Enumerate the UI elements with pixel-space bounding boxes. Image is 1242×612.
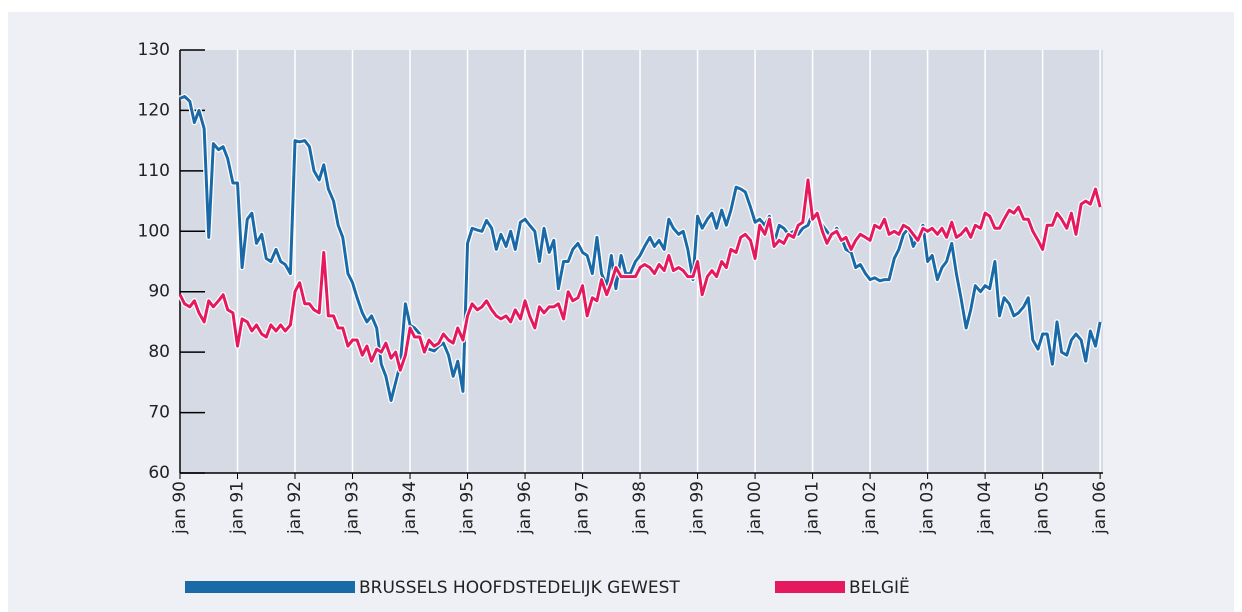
x-tick-label: jan 92 [285, 481, 305, 535]
y-tick-label: 90 [148, 282, 170, 302]
x-tick-label: jan 95 [458, 481, 478, 535]
x-tick-label: jan 98 [630, 481, 650, 535]
plot-area [180, 50, 1103, 473]
legend-swatch [185, 581, 355, 593]
x-tick-label: jan 06 [1090, 481, 1110, 535]
x-tick-label: jan 96 [515, 481, 535, 535]
x-tick-label: jan 00 [745, 481, 765, 535]
x-tick-label: jan 94 [400, 481, 420, 535]
x-tick-label: jan 04 [975, 481, 995, 535]
x-tick-label: jan 01 [803, 481, 823, 535]
legend-swatch [775, 581, 845, 593]
y-tick-label: 100 [138, 221, 170, 241]
y-tick-label: 120 [138, 100, 170, 120]
x-tick-label: jan 91 [228, 481, 248, 535]
x-tick-label: jan 02 [860, 481, 880, 535]
y-tick-label: 70 [148, 403, 170, 423]
x-tick-label: jan 93 [343, 481, 363, 535]
legend-label: BRUSSELS HOOFDSTEDELIJK GEWEST [359, 578, 680, 598]
y-tick-label: 130 [138, 40, 170, 60]
series-line [179, 95, 1102, 402]
x-tick-label: jan 99 [688, 481, 708, 535]
legend-label: BELGIË [849, 577, 910, 598]
x-tick-label: jan 03 [918, 481, 938, 535]
y-tick-label: 60 [148, 463, 170, 483]
series-line [178, 178, 1102, 372]
x-tick-label: jan 97 [573, 481, 593, 535]
x-tick-label: jan 90 [170, 481, 190, 535]
x-tick-label: jan 05 [1033, 481, 1053, 535]
y-tick-label: 80 [148, 342, 170, 362]
y-tick-label: 110 [138, 161, 170, 181]
